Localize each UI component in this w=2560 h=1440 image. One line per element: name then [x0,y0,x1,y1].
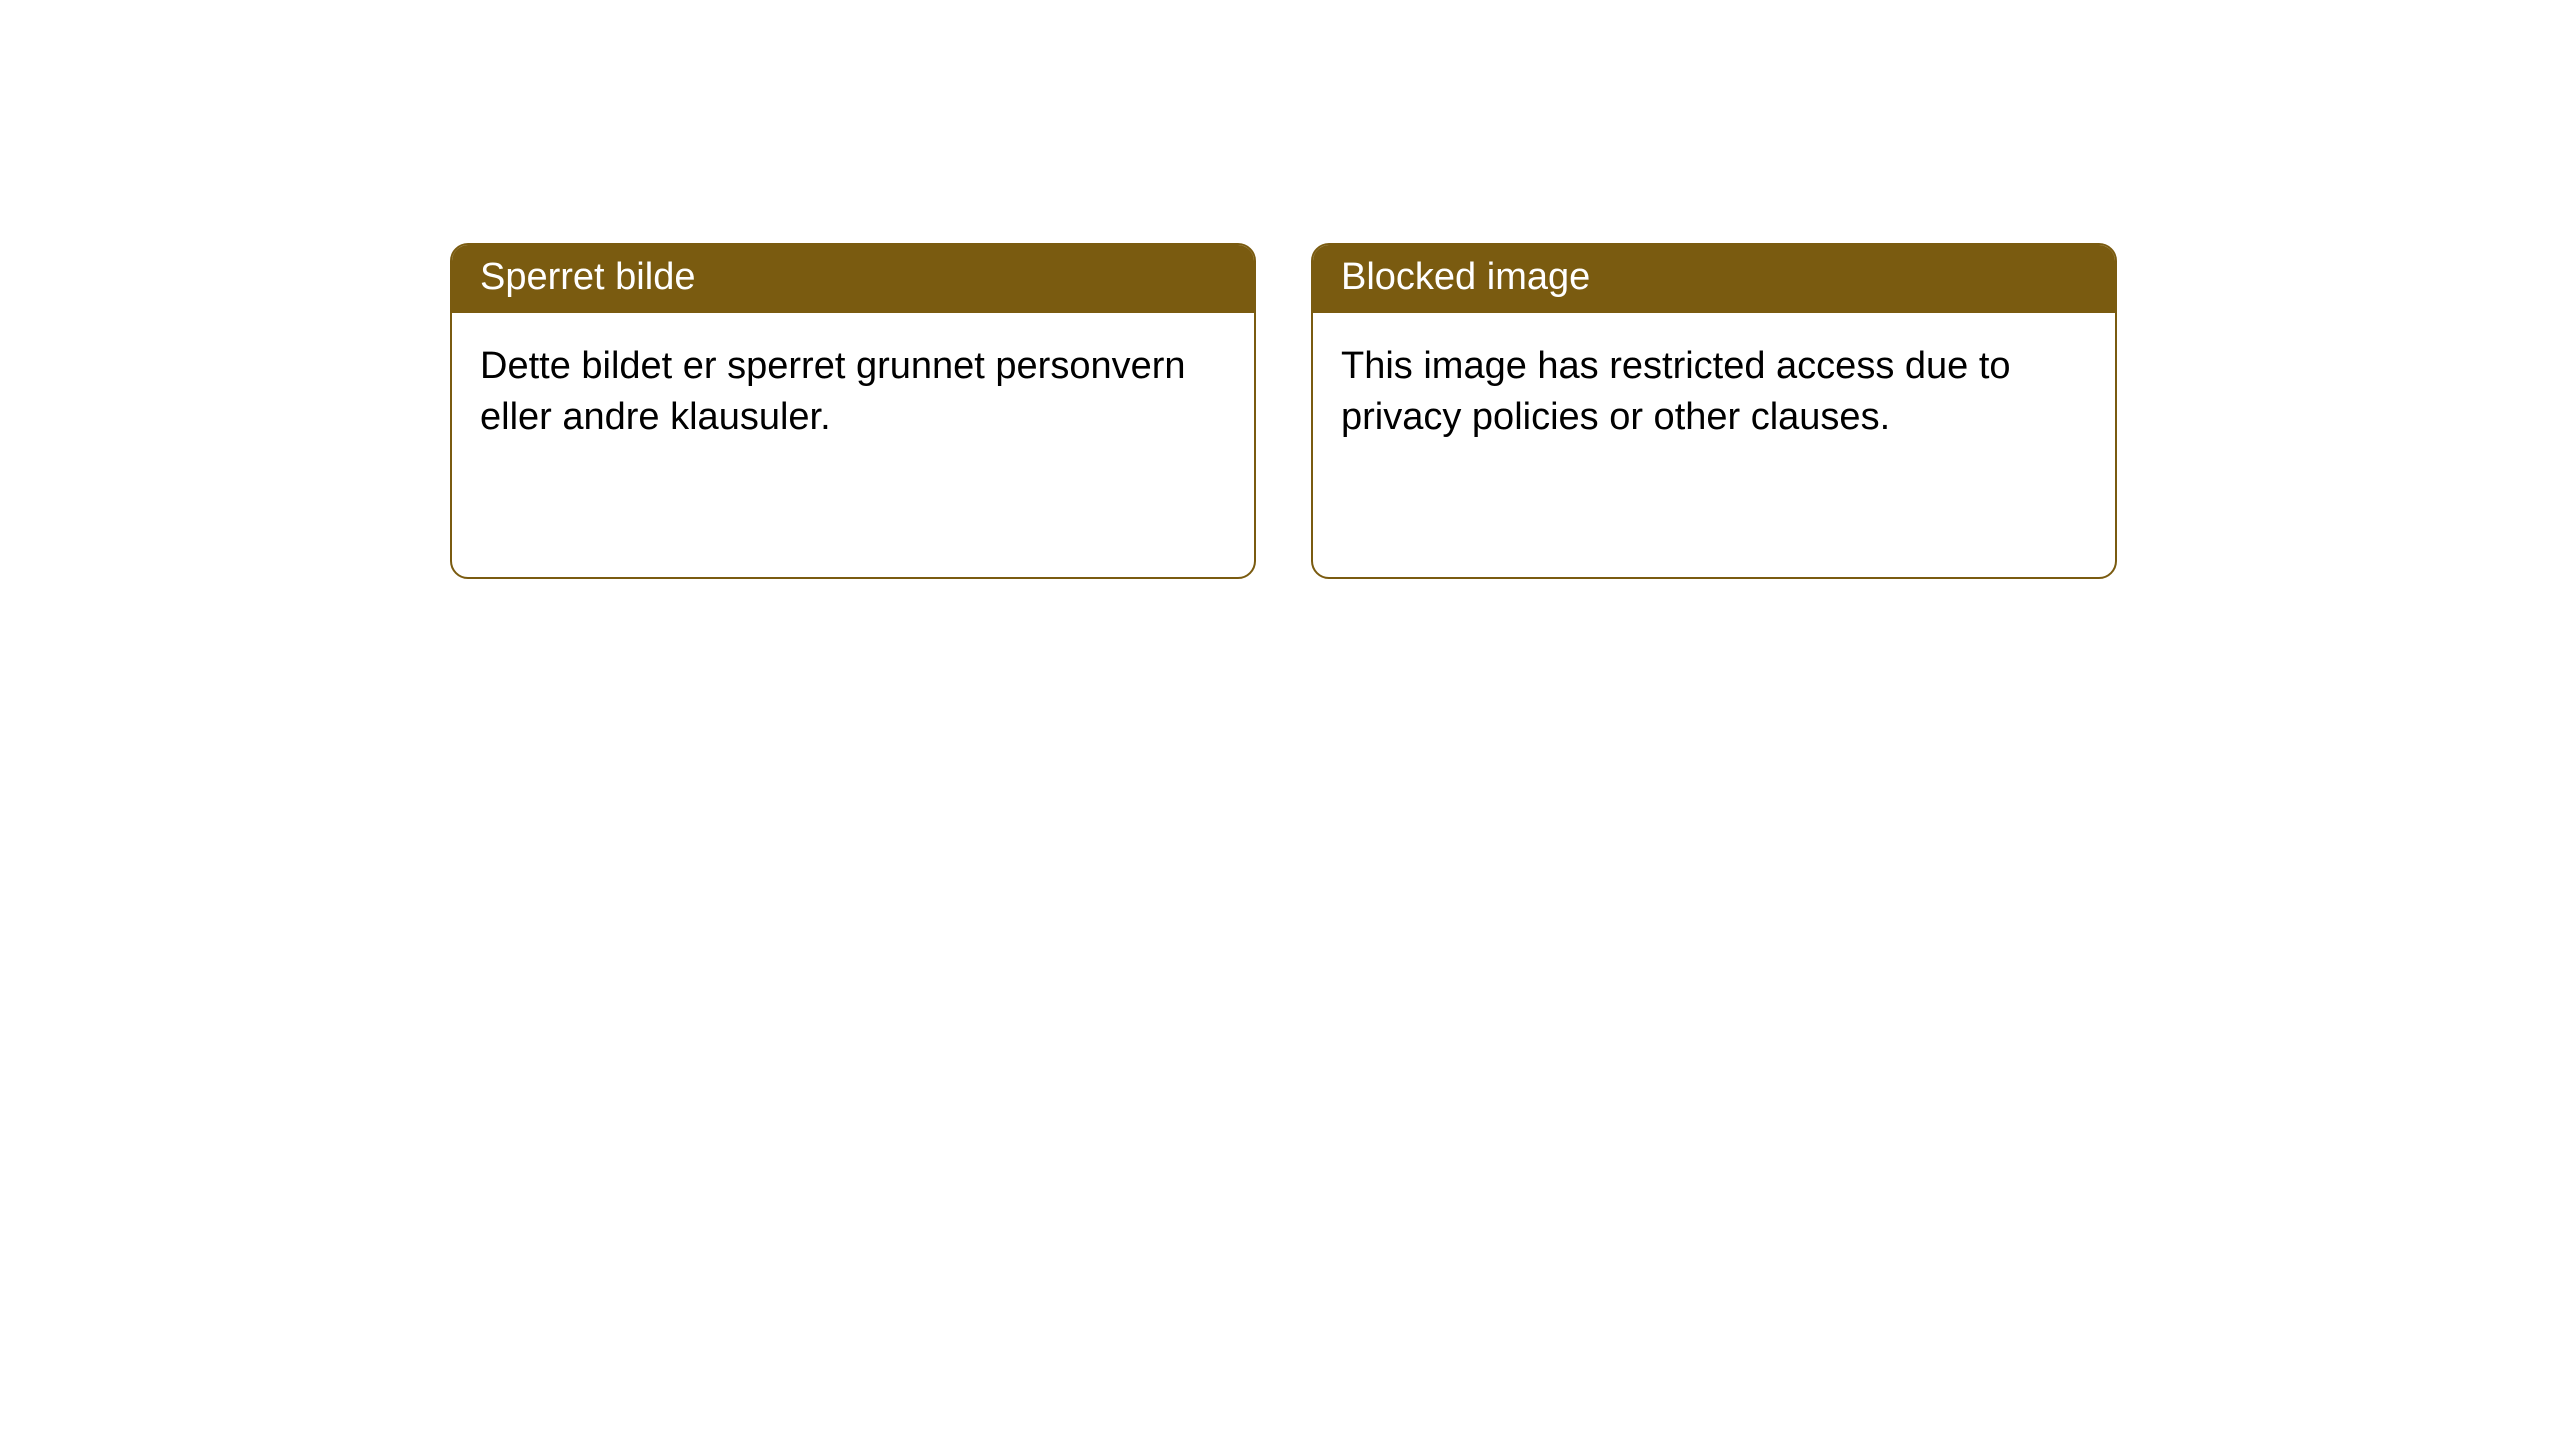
notice-body: This image has restricted access due to … [1313,313,2115,472]
notice-header: Blocked image [1313,245,2115,313]
notice-body: Dette bildet er sperret grunnet personve… [452,313,1254,472]
notice-container: Sperret bilde Dette bildet er sperret gr… [0,0,2560,579]
notice-card-english: Blocked image This image has restricted … [1311,243,2117,579]
notice-header: Sperret bilde [452,245,1254,313]
notice-card-norwegian: Sperret bilde Dette bildet er sperret gr… [450,243,1256,579]
